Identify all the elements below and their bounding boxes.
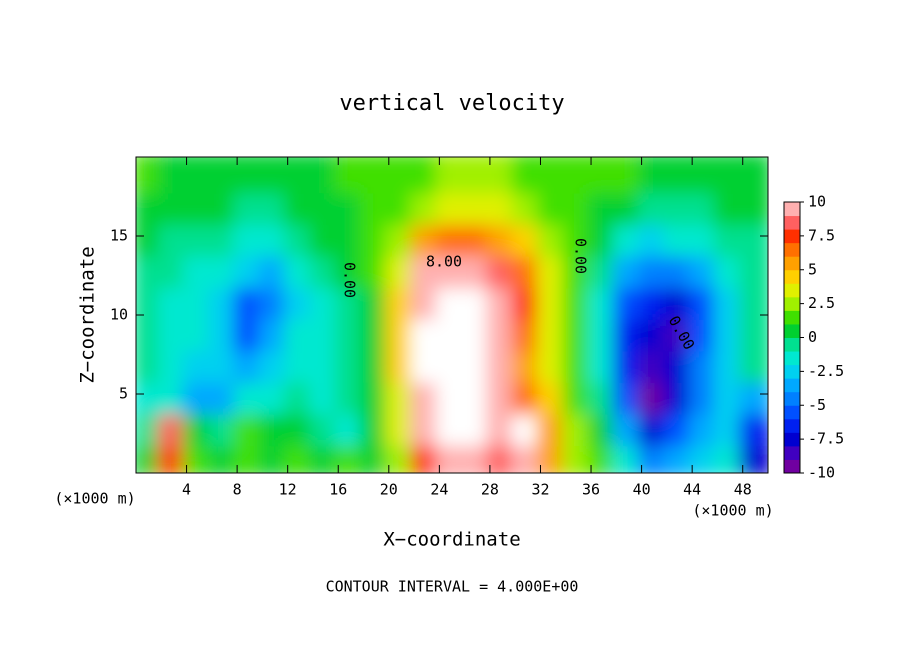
colorbar-tick-label: 10: [808, 193, 826, 211]
colorbar-tick-label: -10: [808, 464, 835, 482]
footer: CONTOUR INTERVAL = 4.000E+00: [326, 578, 579, 596]
field-cell: [738, 157, 768, 194]
x-tick-label: 44: [683, 481, 701, 499]
colorbar-tick-label: 0: [808, 328, 817, 346]
colorbar-swatch: [784, 445, 800, 460]
colorbar-swatch: [784, 351, 800, 366]
colorbar-tick-label: 5: [808, 260, 817, 278]
y-axis-label: Z−coordinate: [77, 246, 99, 383]
x-tick-label: 24: [430, 481, 448, 499]
colorbar-tick-label: -7.5: [808, 430, 844, 448]
colorbar-swatch: [784, 432, 800, 447]
colorbar-swatch: [784, 215, 800, 230]
x-tick-label: 16: [329, 481, 347, 499]
colorbar-swatch: [784, 405, 800, 420]
y-tick-label: 15: [110, 227, 128, 245]
y-unit: (×1000 m): [54, 490, 135, 508]
x-axis-label: X−coordinate: [383, 529, 520, 551]
contour-label: 0.00: [572, 238, 590, 274]
colorbar-swatch: [784, 459, 800, 474]
colorbar-swatch: [784, 323, 800, 338]
colorbar-swatch: [784, 269, 800, 284]
x-tick-label: 32: [531, 481, 549, 499]
colorbar-swatch: [784, 391, 800, 406]
x-tick-label: 36: [582, 481, 600, 499]
colorbar-swatch: [784, 364, 800, 379]
y-tick-label: 5: [119, 385, 128, 403]
contour-label: 0.00: [341, 262, 359, 298]
x-tick-label: 12: [279, 481, 297, 499]
x-tick-label: 48: [734, 481, 752, 499]
x-unit: (×1000 m): [692, 502, 773, 520]
colorbar-swatch: [784, 229, 800, 244]
colorbar-swatch: [784, 256, 800, 271]
colorbar-tick-label: -2.5: [808, 362, 844, 380]
colorbar-swatch: [784, 202, 800, 217]
colorbar-swatch: [784, 418, 800, 433]
colorbar-swatch: [784, 378, 800, 393]
colorbar-swatch: [784, 310, 800, 325]
x-tick-label: 20: [380, 481, 398, 499]
field: [136, 157, 768, 473]
x-tick-label: 4: [182, 481, 191, 499]
colorbar-swatch: [784, 242, 800, 257]
chart-title: vertical velocity: [339, 91, 564, 116]
x-tick-label: 28: [481, 481, 499, 499]
colorbar-swatch: [784, 296, 800, 311]
field-clip: [136, 157, 768, 473]
colorbar-swatch: [784, 337, 800, 352]
colorbar-tick-label: -5: [808, 396, 826, 414]
y-tick-label: 10: [110, 306, 128, 324]
x-tick-label: 8: [233, 481, 242, 499]
colorbar-tick-label: 2.5: [808, 294, 835, 312]
contour-label: 8.00: [426, 253, 462, 271]
x-tick-label: 40: [633, 481, 651, 499]
colorbar-tick-label: 7.5: [808, 226, 835, 244]
colorbar-swatch: [784, 283, 800, 298]
